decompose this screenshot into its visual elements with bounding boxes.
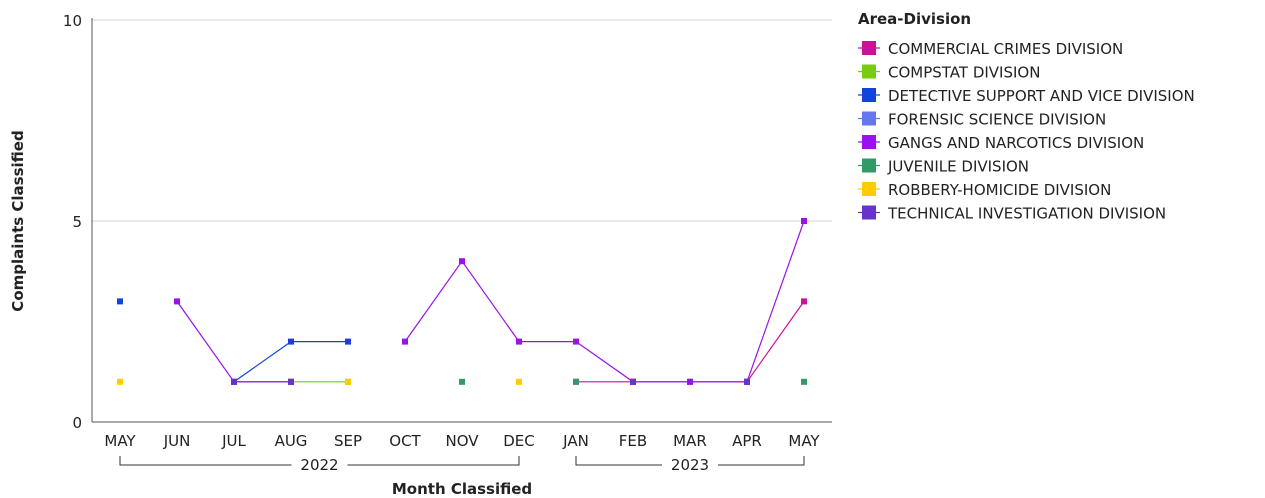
x-tick-label: DEC xyxy=(503,432,535,450)
year-bracket-left xyxy=(119,456,292,466)
series-line-gangs-and-narcotics-division xyxy=(746,220,805,383)
legend-label-detective-support-and-vice-division: DETECTIVE SUPPORT AND VICE DIVISION xyxy=(888,87,1195,105)
legend-swatch-forensic-science-division xyxy=(862,111,876,126)
year-bracket-right xyxy=(347,456,520,466)
year-bracket-left xyxy=(575,456,662,466)
legend-label-forensic-science-division: FORENSIC SCIENCE DIVISION xyxy=(888,111,1106,129)
data-point-gangs-and-narcotics-division[interactable] xyxy=(459,258,465,265)
x-tick-label: JAN xyxy=(562,432,589,450)
x-tick-label: NOV xyxy=(445,432,479,450)
data-point-gangs-and-narcotics-division[interactable] xyxy=(174,298,180,305)
legend-swatch-compstat-division xyxy=(862,64,876,79)
data-point-technical-investigation-division[interactable] xyxy=(288,378,294,385)
series-line-gangs-and-narcotics-division xyxy=(176,301,235,383)
x-tick-label: MAY xyxy=(104,432,136,450)
year-label: 2022 xyxy=(300,456,338,474)
x-axis-title: Month Classified xyxy=(392,480,532,498)
data-point-technical-investigation-division[interactable] xyxy=(630,378,636,385)
x-tick-label: JUN xyxy=(163,432,191,450)
y-tick-label: 10 xyxy=(63,12,82,30)
data-point-gangs-and-narcotics-division[interactable] xyxy=(573,338,579,345)
legend-swatch-detective-support-and-vice-division xyxy=(862,88,876,102)
data-point-juvenile-division[interactable] xyxy=(801,378,807,385)
series-line-detective-support-and-vice-division xyxy=(233,341,292,383)
series-line-gangs-and-narcotics-division xyxy=(461,260,520,342)
data-point-detective-support-and-vice-division[interactable] xyxy=(288,338,294,345)
data-point-detective-support-and-vice-division[interactable] xyxy=(345,338,351,345)
data-point-gangs-and-narcotics-division[interactable] xyxy=(687,378,693,385)
legend-swatch-gangs-and-narcotics-division xyxy=(862,135,876,149)
series-line-gangs-and-narcotics-division xyxy=(575,341,634,383)
year-label: 2023 xyxy=(671,456,709,474)
x-tick-label: MAR xyxy=(673,432,707,450)
data-point-detective-support-and-vice-division[interactable] xyxy=(117,298,123,305)
legend-label-commercial-crimes-division: COMMERCIAL CRIMES DIVISION xyxy=(888,40,1123,58)
x-tick-label: MAY xyxy=(788,432,820,450)
data-point-gangs-and-narcotics-division[interactable] xyxy=(516,338,522,345)
x-tick-label: SEP xyxy=(334,432,362,450)
y-tick-label: 5 xyxy=(72,213,82,231)
legend-label-technical-investigation-division: TECHNICAL INVESTIGATION DIVISION xyxy=(887,205,1166,223)
data-point-technical-investigation-division[interactable] xyxy=(744,378,750,385)
legend-swatch-technical-investigation-division xyxy=(862,205,876,220)
legend-swatch-commercial-crimes-division xyxy=(862,41,876,55)
data-point-robbery-homicide-division[interactable] xyxy=(117,378,123,385)
data-point-juvenile-division[interactable] xyxy=(573,378,579,385)
y-axis-title: Complaints Classified xyxy=(9,130,27,311)
x-tick-label: APR xyxy=(732,432,762,450)
legend-label-robbery-homicide-division: ROBBERY-HOMICIDE DIVISION xyxy=(888,181,1111,199)
data-point-gangs-and-narcotics-division[interactable] xyxy=(801,218,807,224)
legend-label-gangs-and-narcotics-division: GANGS AND NARCOTICS DIVISION xyxy=(888,134,1144,152)
legend-swatch-robbery-homicide-division xyxy=(862,182,876,196)
legend-label-compstat-division: COMPSTAT DIVISION xyxy=(888,64,1040,82)
year-bracket-right xyxy=(718,456,805,466)
data-point-commercial-crimes-division[interactable] xyxy=(801,298,807,305)
data-point-juvenile-division[interactable] xyxy=(459,378,465,385)
series-line-commercial-crimes-division xyxy=(746,301,805,383)
series-line-gangs-and-narcotics-division xyxy=(404,260,463,342)
y-tick-label: 0 xyxy=(72,414,82,432)
legend-swatch-juvenile-division xyxy=(862,158,876,173)
data-point-robbery-homicide-division[interactable] xyxy=(516,378,522,385)
data-point-technical-investigation-division[interactable] xyxy=(231,378,237,385)
data-point-robbery-homicide-division[interactable] xyxy=(345,378,351,385)
x-tick-label: JUL xyxy=(221,432,246,450)
legend-label-juvenile-division: JUVENILE DIVISION xyxy=(887,158,1029,176)
x-tick-label: AUG xyxy=(275,432,308,450)
legend-title: Area-Division xyxy=(858,10,971,28)
data-point-gangs-and-narcotics-division[interactable] xyxy=(402,338,408,345)
x-tick-label: OCT xyxy=(389,432,421,450)
x-tick-label: FEB xyxy=(619,432,647,450)
